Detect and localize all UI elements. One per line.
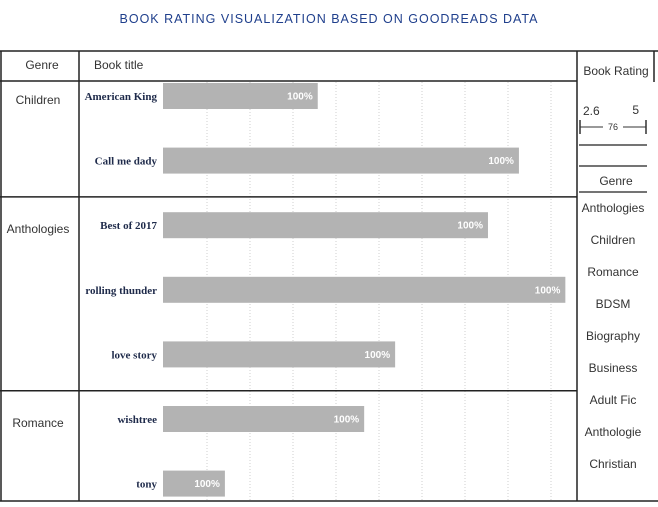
bar-value-label: 100% [535,285,561,296]
genre-filter-item[interactable]: Adult Fic [590,393,637,407]
bar-value-label: 100% [457,221,483,232]
genre-group-label: Children [16,93,61,107]
bar-value-label: 100% [194,479,220,490]
bar[interactable] [163,212,488,239]
bar[interactable] [163,470,225,497]
book-title-label: Call me dady [95,156,158,168]
genre-filter-item[interactable]: Business [589,361,638,375]
bar-row[interactable]: rolling thunder 100% [85,276,566,303]
book-title-label: American King [85,91,158,103]
genre-filter-item[interactable]: Anthologie [585,425,642,439]
book-title-column-header: Book title [94,58,144,72]
genre-filter-title: Genre [599,174,633,188]
book-title-label: Best of 2017 [100,220,157,232]
bar-value-label: 100% [334,415,360,426]
book-rating-filter[interactable]: Book Rating 2.6 5 76 [579,64,649,134]
book-title-label: tony [136,479,157,491]
genre-group-label: Anthologies [7,222,70,236]
bar-value-label: 100% [488,156,514,167]
chart-title: BOOK RATING VISUALIZATION BASED ON GOODR… [119,12,539,26]
genre-filter-item[interactable]: Romance [587,265,639,279]
bar[interactable] [163,406,365,432]
bar-row[interactable]: wishtree 100% [117,406,365,432]
bar-row[interactable]: Best of 2017 100% [100,212,488,239]
bar[interactable] [163,147,519,174]
bar-value-label: 100% [365,350,391,361]
bar-row[interactable]: love story 100% [111,341,396,368]
table-frame [0,50,658,502]
bar-row[interactable]: tony 100% [136,470,225,497]
rating-slider-value: 76 [608,122,618,132]
genre-filter-item[interactable]: BDSM [596,297,631,311]
book-title-label: wishtree [117,414,157,426]
bar[interactable] [163,276,566,303]
genre-filter-item[interactable]: Christian [589,457,636,471]
bar-row[interactable]: Call me dady 100% [95,147,519,174]
rating-min-label: 2.6 [583,104,600,118]
genre-column-header: Genre [25,58,59,72]
bar[interactable] [163,341,396,368]
bar-row[interactable]: American King 100% [85,83,318,109]
genre-filter-list[interactable]: Anthologies Children Romance BDSM Biography B… [582,201,645,471]
bar-value-label: 100% [287,92,313,103]
chart-rows: Children American King 100% Call me dady 100… [7,83,566,497]
genre-group-label: Romance [12,416,64,430]
bar[interactable] [163,83,318,109]
genre-filter-item[interactable]: Children [591,233,636,247]
rating-max-label: 5 [632,103,639,117]
book-title-label: rolling thunder [85,285,157,297]
genre-filter-item[interactable]: Biography [586,329,640,343]
genre-filter-item[interactable]: Anthologies [582,201,645,215]
book-rating-title: Book Rating [583,64,648,78]
rating-slider-value-bg [603,121,623,133]
book-title-label: love story [111,349,157,361]
